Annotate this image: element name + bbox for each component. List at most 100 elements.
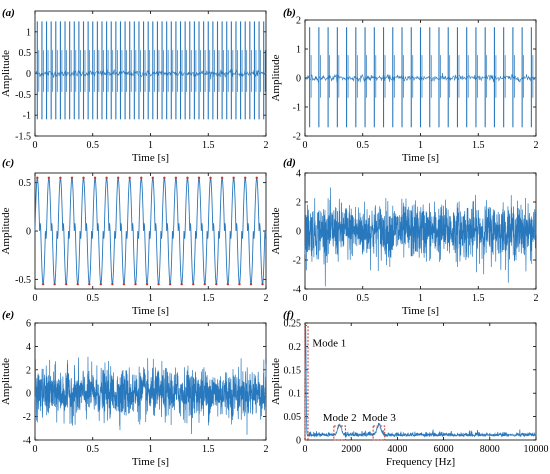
y-tick-label: -1.5 xyxy=(15,132,31,143)
x-tick-label: 1.5 xyxy=(202,444,215,455)
overlay-peak xyxy=(249,282,253,286)
panel-label: (d) xyxy=(283,157,296,169)
x-tick-label: 0 xyxy=(33,140,38,151)
y-tick-label: 6 xyxy=(26,319,31,330)
overlay-peak xyxy=(209,176,212,180)
y-tick-label: 0.5 xyxy=(19,48,32,59)
y-tick-label: 2 xyxy=(296,198,301,209)
x-tick-label: 0 xyxy=(33,293,38,304)
overlay-peak xyxy=(70,176,74,180)
overlay-peak xyxy=(111,282,114,286)
overlay-peak xyxy=(151,176,155,180)
x-tick-label: 0.5 xyxy=(87,444,100,455)
overlay-peak xyxy=(134,282,137,286)
overlay-peak xyxy=(197,176,201,180)
x-axis-label: Frequency [Hz] xyxy=(386,456,455,468)
overlay-peak xyxy=(163,176,166,180)
x-tick-label: 1.5 xyxy=(472,140,485,151)
y-tick-label: 4 xyxy=(26,342,31,353)
x-axis-label: Time [s] xyxy=(132,152,169,164)
overlay-peak xyxy=(122,282,126,286)
overlay-peak xyxy=(255,176,258,180)
y-tick-label: 0.2 xyxy=(289,342,302,353)
overlay-peak xyxy=(88,282,91,286)
mode-label: Mode 2 xyxy=(323,412,357,424)
y-tick-label: -1 xyxy=(23,111,31,122)
series-line xyxy=(304,323,537,438)
panel-label: (c) xyxy=(2,157,14,169)
panel-4: (d) 0 0.5 1 1.5 2 -4 -2 0 2 4 Time [s] Amplitude xyxy=(270,157,539,317)
panel-2: (b) 0 0.5 1 1.5 2 -2 -1 0 1 2 Time [s] Amplitude xyxy=(270,7,539,164)
y-tick-label: 4 xyxy=(296,169,301,180)
x-tick-label: 0 xyxy=(33,444,38,455)
overlay-peak xyxy=(157,282,160,286)
x-tick-label: 0 xyxy=(303,140,308,151)
y-tick-label: -0.5 xyxy=(15,275,31,286)
x-tick-label: 0 xyxy=(303,293,308,304)
overlay-peak xyxy=(203,282,206,286)
x-tick-label: 1 xyxy=(148,293,153,304)
series-line xyxy=(34,68,267,80)
series-line xyxy=(304,187,537,287)
x-tick-label: 2 xyxy=(264,140,269,151)
mode-highlight-box xyxy=(304,324,309,441)
y-axis-label: Amplitude xyxy=(0,358,12,405)
y-axis-label: Amplitude xyxy=(270,207,282,254)
x-tick-label: 2 xyxy=(264,444,269,455)
x-tick-label: 0 xyxy=(303,444,308,455)
y-axis-label: Amplitude xyxy=(0,207,12,254)
x-axis-label: Time [s] xyxy=(402,152,439,164)
y-tick-label: 2 xyxy=(26,365,31,376)
overlay-peak xyxy=(192,282,195,286)
panel-label: (e) xyxy=(2,309,14,321)
y-tick-label: -2 xyxy=(23,412,31,423)
x-tick-label: 0.5 xyxy=(357,293,370,304)
x-tick-label: 10000 xyxy=(524,444,549,455)
y-tick-label: 0 xyxy=(296,227,301,238)
y-tick-label: 0 xyxy=(296,74,301,85)
x-tick-label: 2 xyxy=(534,293,539,304)
panel-label: (b) xyxy=(283,7,296,19)
y-tick-label: 0.25 xyxy=(284,319,302,330)
overlay-peak xyxy=(180,282,183,286)
overlay-peak xyxy=(145,282,149,286)
overlay-peak xyxy=(64,282,68,286)
overlay-peak xyxy=(99,282,103,286)
x-tick-label: 1.5 xyxy=(202,140,215,151)
overlay-peak xyxy=(47,176,51,180)
overlay-peak xyxy=(215,282,218,286)
y-tick-label: 2 xyxy=(296,16,301,27)
y-tick-label: 0.15 xyxy=(284,365,302,376)
overlay-peak xyxy=(93,176,97,180)
overlay-peak xyxy=(82,176,85,180)
panel-5: (e) 0 0.5 1 1.5 2 -4 -2 0 2 4 6 Time [s] Amplitude xyxy=(0,309,269,468)
overlay-peak xyxy=(244,176,247,180)
x-tick-label: 1 xyxy=(148,444,153,455)
series-line xyxy=(34,176,267,286)
y-tick-label: 0 xyxy=(296,436,301,447)
x-tick-label: 8000 xyxy=(480,444,500,455)
y-tick-label: 0.05 xyxy=(284,412,302,423)
mode-label: Mode 1 xyxy=(312,337,346,349)
y-tick-label: -2 xyxy=(293,132,301,143)
overlay-peak xyxy=(261,282,264,286)
panel-label: (a) xyxy=(2,7,15,19)
overlay-peak xyxy=(186,176,189,180)
mode-label: Mode 3 xyxy=(362,412,396,424)
y-tick-label: -4 xyxy=(293,285,301,296)
overlay-peak xyxy=(76,282,79,286)
x-tick-label: 2 xyxy=(534,140,539,151)
y-tick-label: 0.5 xyxy=(19,178,32,189)
series-line xyxy=(34,356,267,435)
y-tick-label: -2 xyxy=(293,256,301,267)
x-axis-label: Time [s] xyxy=(132,305,169,317)
mode-highlight-box xyxy=(333,425,346,441)
overlay-peak xyxy=(226,282,230,286)
x-tick-label: 0.5 xyxy=(357,140,370,151)
overlay-peak xyxy=(41,282,45,286)
x-tick-label: 1.5 xyxy=(202,293,215,304)
x-tick-label: 6000 xyxy=(434,444,454,455)
